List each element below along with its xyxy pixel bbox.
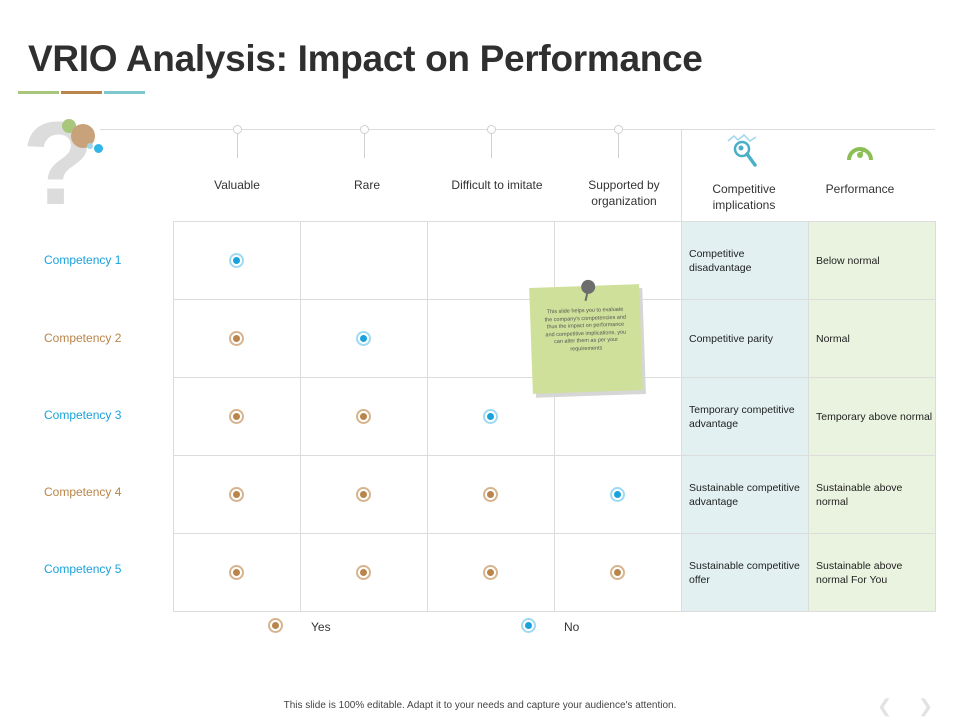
cell-valuable [173, 377, 301, 456]
side-header-frame [681, 129, 935, 221]
footer-note: This slide is 100% editable. Adapt it to… [283, 700, 677, 711]
implication-cell: Competitive parity [681, 299, 809, 378]
cell-valuable [173, 455, 301, 534]
vrio-grid: Competitive disadvantage Below normal Co… [173, 221, 936, 612]
next-slide-button[interactable]: ❯ [918, 696, 934, 716]
row-label-competency-5: Competency 5 [44, 562, 122, 576]
implication-cell: Sustainable competitive advantage [681, 455, 809, 534]
tick-knob-supported [614, 125, 623, 134]
sticky-note-text: This slide helps you to evaluate the com… [544, 306, 627, 353]
cell-supported [554, 455, 682, 534]
row-label-competency-4: Competency 4 [44, 485, 122, 499]
column-header-rare: Rare [353, 178, 380, 192]
yes-marker [229, 486, 244, 502]
cell-rare [300, 533, 428, 612]
title-accent-green [18, 91, 59, 94]
tick-knob-rare [360, 125, 369, 134]
legend-yes-marker [268, 618, 283, 633]
performance-cell: Normal [808, 299, 936, 378]
implication-cell: Sustainable competitive offer [681, 533, 809, 612]
table-row: Temporary competitive advantage Temporar… [173, 377, 936, 456]
column-header-implications: Competitive implications [712, 182, 776, 212]
column-header-valuable: Valuable [214, 178, 260, 192]
yes-marker [483, 486, 498, 502]
pushpin-needle [584, 291, 589, 302]
cell-valuable [173, 221, 301, 300]
cell-valuable [173, 533, 301, 612]
table-row: Sustainable competitive offer Sustainabl… [173, 533, 936, 612]
performance-cell: Below normal [808, 221, 936, 300]
page-title: VRIO Analysis: Impact on Performance [28, 38, 703, 79]
implication-cell: Temporary competitive advantage [681, 377, 809, 456]
tick-supported [618, 129, 619, 158]
performance-cell: Sustainable above normal [808, 455, 936, 534]
table-row: Sustainable competitive advantage Sustai… [173, 455, 936, 534]
row-label-competency-2: Competency 2 [44, 331, 122, 345]
legend-no-label: No [564, 620, 580, 634]
no-marker [229, 252, 244, 268]
title-accent-blue [104, 91, 145, 94]
column-header-supported: Supported by organization [588, 178, 660, 208]
cell-rare [300, 377, 428, 456]
magnifier-analysis-icon [726, 133, 762, 174]
cell-difficult [427, 455, 555, 534]
title-accent-brown [61, 91, 102, 94]
yes-marker [610, 564, 625, 580]
yes-marker [356, 408, 371, 424]
cell-difficult [427, 533, 555, 612]
performance-cell: Temporary above normal [808, 377, 936, 456]
row-label-competency-3: Competency 3 [44, 408, 122, 422]
cell-supported [554, 533, 682, 612]
previous-slide-button[interactable]: ❮ [877, 696, 893, 716]
header-rule [100, 129, 682, 130]
no-marker [483, 408, 498, 424]
speedometer-icon [846, 140, 874, 169]
cell-rare [300, 299, 428, 378]
yes-marker [229, 564, 244, 580]
tick-rare [364, 129, 365, 158]
no-marker [356, 330, 371, 346]
tick-knob-difficult [487, 125, 496, 134]
yes-marker [229, 330, 244, 346]
column-header-difficult: Difficult to imitate [451, 178, 543, 192]
question-mark-icon: ? [22, 98, 95, 230]
cell-rare [300, 455, 428, 534]
row-label-competency-1: Competency 1 [44, 253, 122, 267]
tick-difficult [491, 129, 492, 158]
implication-cell: Competitive disadvantage [681, 221, 809, 300]
no-marker [610, 486, 625, 502]
yes-marker [229, 408, 244, 424]
tick-valuable [237, 129, 238, 158]
table-row: Competitive disadvantage Below normal [173, 221, 936, 300]
legend-yes-label: Yes [311, 620, 331, 634]
legend-no-marker [521, 618, 536, 633]
decor-dot-blue-small [87, 143, 93, 149]
yes-marker [356, 486, 371, 502]
column-header-performance: Performance [825, 182, 895, 196]
yes-marker [483, 564, 498, 580]
yes-marker [356, 564, 371, 580]
tick-knob-valuable [233, 125, 242, 134]
sticky-note: This slide helps you to evaluate the com… [529, 279, 643, 394]
cell-valuable [173, 299, 301, 378]
cell-rare [300, 221, 428, 300]
decor-dot-blue [94, 144, 103, 153]
performance-cell: Sustainable above normal For You [808, 533, 936, 612]
